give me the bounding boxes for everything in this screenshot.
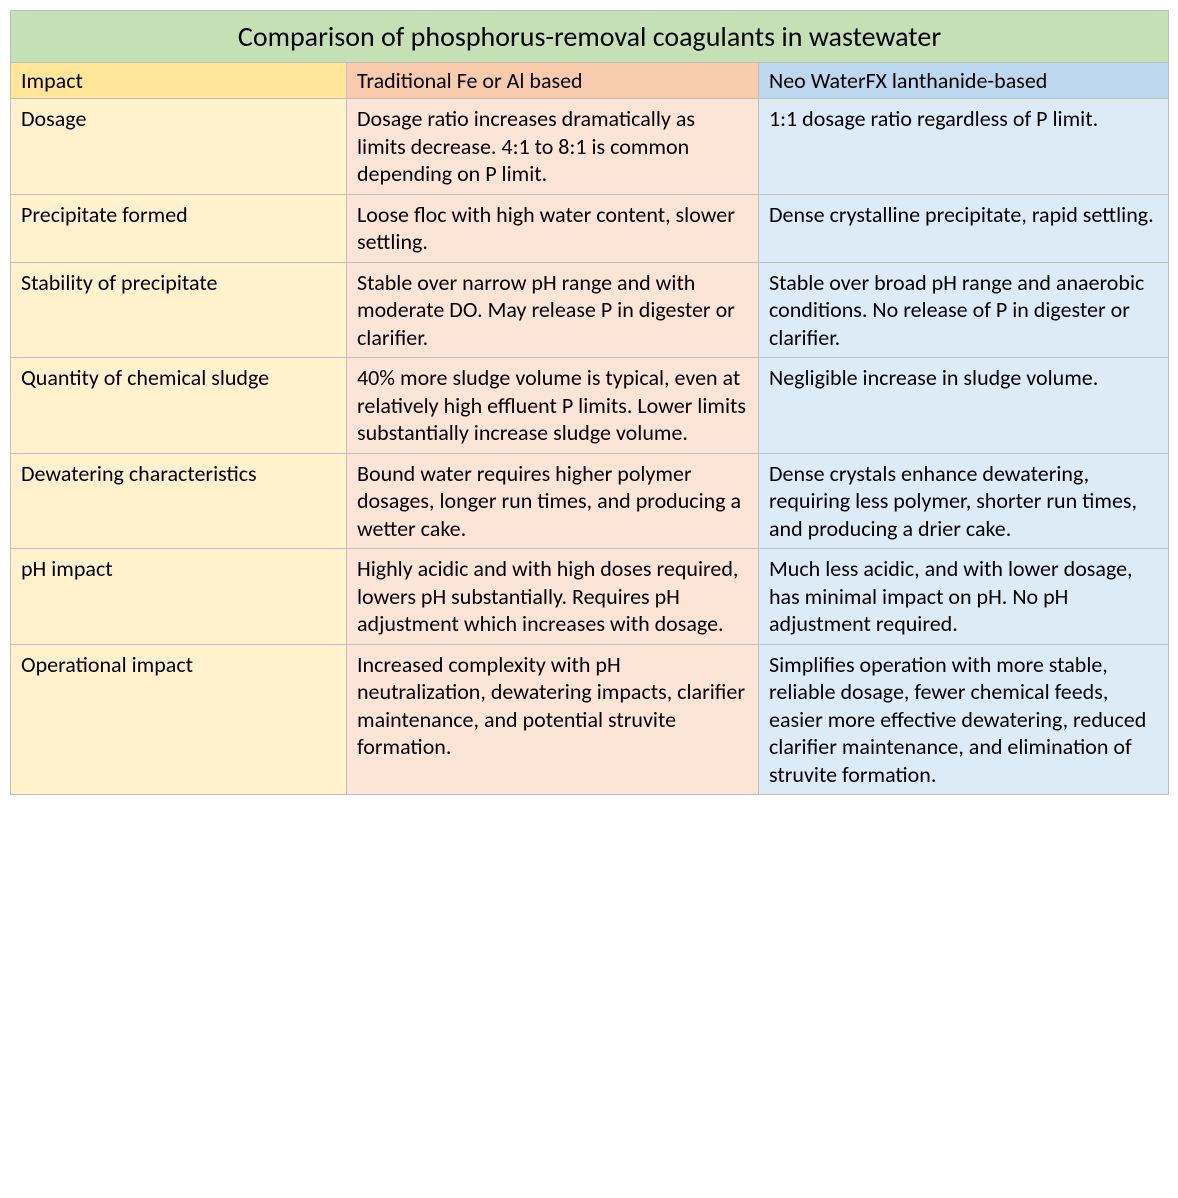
table-row: Stability of precipitateStable over narr… [11,262,1169,358]
neo-cell: Dense crystals enhance dewatering, requi… [759,453,1169,549]
comparison-table: Comparison of phosphorus-removal coagula… [10,10,1169,795]
column-header-neo: Neo WaterFX lanthanide-based [759,63,1169,99]
impact-cell: Operational impact [11,644,347,795]
neo-cell: Stable over broad pH range and anaerobic… [759,262,1169,358]
column-header-impact: Impact [11,63,347,99]
table-title: Comparison of phosphorus-removal coagula… [11,11,1169,63]
table-row: Operational impactIncreased complexity w… [11,644,1169,795]
impact-cell: Precipitate formed [11,194,347,262]
traditional-cell: 40% more sludge volume is typical, even … [347,358,759,454]
traditional-cell: Increased complexity with pH neutralizat… [347,644,759,795]
title-row: Comparison of phosphorus-removal coagula… [11,11,1169,63]
header-row: Impact Traditional Fe or Al based Neo Wa… [11,63,1169,99]
neo-cell: Much less acidic, and with lower dosage,… [759,549,1169,645]
neo-cell: Simplifies operation with more stable, r… [759,644,1169,795]
impact-cell: Stability of precipitate [11,262,347,358]
traditional-cell: Loose floc with high water content, slow… [347,194,759,262]
neo-cell: Negligible increase in sludge volume. [759,358,1169,454]
column-header-traditional: Traditional Fe or Al based [347,63,759,99]
traditional-cell: Dosage ratio increases dramatically as l… [347,99,759,195]
impact-cell: pH impact [11,549,347,645]
table-row: DosageDosage ratio increases dramaticall… [11,99,1169,195]
table-row: Precipitate formedLoose floc with high w… [11,194,1169,262]
neo-cell: Dense crystalline precipitate, rapid set… [759,194,1169,262]
traditional-cell: Bound water requires higher polymer dosa… [347,453,759,549]
neo-cell: 1:1 dosage ratio regardless of P limit. [759,99,1169,195]
table-row: Quantity of chemical sludge40% more slud… [11,358,1169,454]
traditional-cell: Stable over narrow pH range and with mod… [347,262,759,358]
impact-cell: Quantity of chemical sludge [11,358,347,454]
impact-cell: Dosage [11,99,347,195]
impact-cell: Dewatering characteristics [11,453,347,549]
traditional-cell: Highly acidic and with high doses requir… [347,549,759,645]
table-row: Dewatering characteristicsBound water re… [11,453,1169,549]
table-row: pH impactHighly acidic and with high dos… [11,549,1169,645]
